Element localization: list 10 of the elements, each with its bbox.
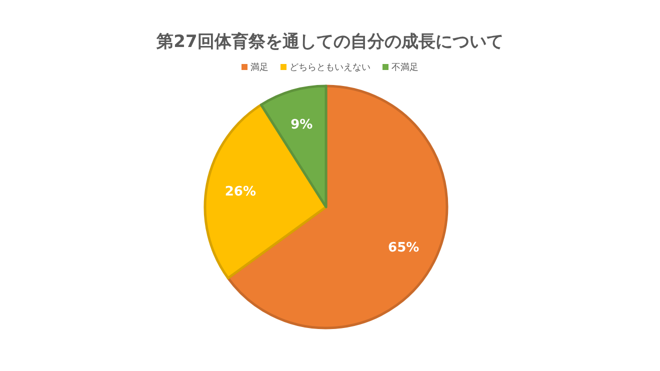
chart-title: 第27回体育祭を通しての自分の成長について (156, 31, 504, 52)
legend-label: どちらともいえない (290, 63, 370, 73)
legend-label: 不満足 (392, 62, 418, 73)
pie-slice (204, 104, 328, 280)
pie-slice (226, 84, 448, 330)
pie-slice (260, 84, 328, 208)
data-label: 26% (224, 184, 256, 200)
data-label: 9% (290, 117, 313, 132)
legend-label: 満足 (250, 62, 268, 73)
data-label: 65% (388, 240, 420, 256)
